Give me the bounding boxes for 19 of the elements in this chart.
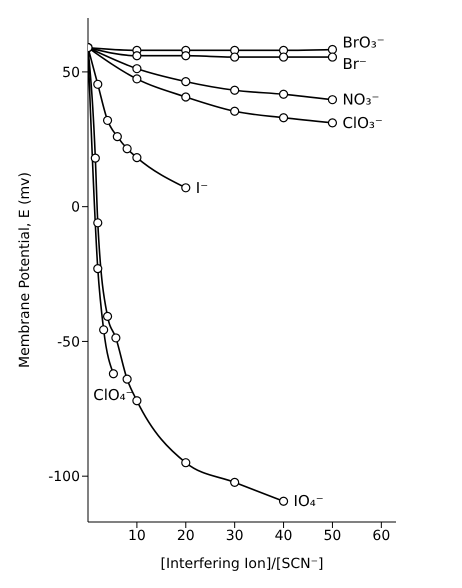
y-tick-label: 0 (71, 200, 80, 216)
series-label: I⁻ (196, 178, 208, 197)
series-label: ClO₄⁻ (93, 386, 134, 404)
series-label: Br⁻ (342, 55, 367, 74)
series-label: ClO₃⁻ (342, 114, 383, 132)
y-axis-title: Membrane Potential, E (mv) (16, 172, 33, 368)
y-tick-label: -50 (57, 334, 80, 350)
series-label: IO₄⁻ (294, 492, 324, 510)
x-tick-label: 10 (128, 528, 146, 544)
y-tick-label: -100 (48, 469, 80, 486)
x-axis-title: [Interfering Ion]/[SCN⁻] (160, 556, 324, 572)
x-tick-label: 40 (274, 528, 292, 544)
series-label: BrO₃⁻ (342, 34, 385, 52)
y-tick-label: 50 (62, 64, 80, 81)
x-tick-label: 60 (372, 528, 390, 544)
x-tick-label: 50 (324, 528, 342, 544)
x-tick-label: 20 (176, 528, 195, 544)
x-tick-label: 30 (226, 528, 244, 544)
series-label: NO₃⁻ (342, 90, 380, 109)
